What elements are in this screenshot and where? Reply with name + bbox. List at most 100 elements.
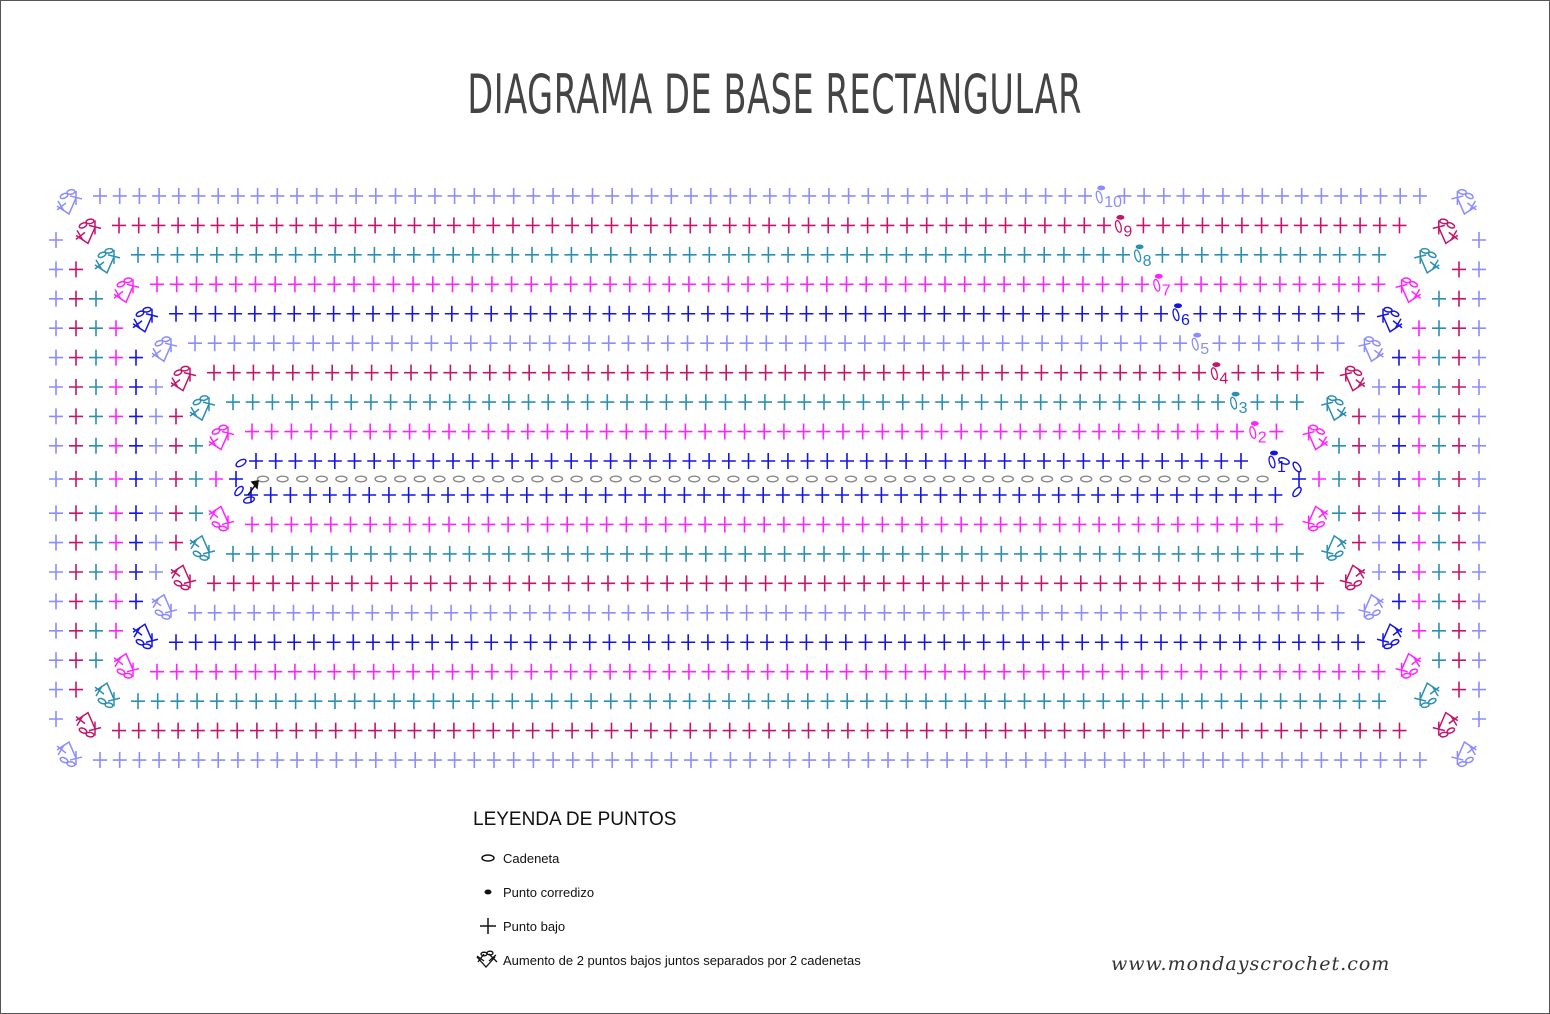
chain-oval-icon bbox=[473, 853, 503, 863]
single-crochet-stitch bbox=[1176, 187, 1191, 204]
single-crochet-stitch bbox=[817, 545, 831, 562]
single-crochet-stitch bbox=[876, 364, 891, 381]
single-crochet-stitch bbox=[657, 487, 672, 503]
single-crochet-stitch bbox=[1037, 693, 1052, 710]
single-crochet-stitch bbox=[1055, 634, 1070, 651]
single-crochet-stitch bbox=[482, 394, 497, 411]
single-crochet-stitch bbox=[1154, 305, 1168, 322]
single-crochet-stitch bbox=[998, 217, 1013, 234]
single-crochet-stitch bbox=[246, 364, 261, 381]
chain-stitch bbox=[123, 672, 133, 679]
single-crochet-stitch bbox=[1032, 487, 1046, 503]
increase-stitch-line bbox=[1307, 505, 1329, 523]
single-crochet-stitch bbox=[1173, 604, 1187, 621]
single-crochet-stitch bbox=[757, 545, 772, 562]
chain-stitch bbox=[844, 475, 858, 483]
single-crochet-stitch bbox=[285, 364, 300, 381]
single-crochet-stitch bbox=[189, 276, 204, 293]
single-crochet-stitch bbox=[481, 423, 496, 440]
single-crochet-stitch bbox=[701, 276, 716, 293]
single-crochet-stitch bbox=[485, 453, 500, 469]
single-crochet-stitch bbox=[1071, 487, 1086, 503]
single-crochet-stitch bbox=[1472, 232, 1486, 248]
single-crochet-stitch bbox=[800, 453, 815, 469]
single-crochet-stitch bbox=[207, 575, 221, 592]
increase-stitch bbox=[1321, 534, 1347, 561]
single-crochet-stitch bbox=[1075, 305, 1090, 322]
chain-stitch bbox=[335, 475, 348, 483]
increase-stitch-line bbox=[1307, 433, 1329, 451]
single-crochet-stitch bbox=[915, 545, 930, 562]
single-crochet-stitch bbox=[49, 505, 63, 522]
single-crochet-stitch bbox=[348, 722, 363, 739]
single-crochet-stitch bbox=[995, 364, 1009, 381]
single-crochet-stitch bbox=[856, 394, 871, 411]
single-crochet-stitch bbox=[1272, 305, 1287, 322]
single-crochet-stitch bbox=[855, 423, 870, 440]
single-crochet-stitch bbox=[1190, 516, 1205, 533]
single-crochet-stitch bbox=[1094, 305, 1109, 322]
chain-stitch bbox=[1346, 365, 1356, 372]
increase-stitch bbox=[1339, 365, 1366, 392]
single-crochet-stitch bbox=[560, 516, 575, 533]
single-crochet-stitch bbox=[1332, 663, 1346, 680]
single-crochet-stitch bbox=[211, 752, 226, 769]
single-crochet-stitch bbox=[795, 487, 810, 503]
increase-stitch-line bbox=[221, 515, 235, 530]
increase-stitch-line bbox=[75, 715, 86, 726]
single-crochet-stitch bbox=[169, 305, 183, 322]
single-crochet-stitch bbox=[1253, 246, 1268, 263]
single-crochet-stitch bbox=[1351, 305, 1365, 322]
single-crochet-stitch bbox=[583, 453, 598, 469]
single-crochet-stitch bbox=[959, 722, 974, 739]
single-crochet-stitch bbox=[541, 575, 556, 592]
single-crochet-stitch bbox=[484, 634, 499, 651]
single-crochet-stitch bbox=[1254, 722, 1269, 739]
single-crochet-stitch bbox=[722, 693, 736, 710]
chain-stitch bbox=[1236, 475, 1250, 483]
single-crochet-stitch bbox=[465, 663, 480, 680]
single-crochet-stitch bbox=[1111, 516, 1126, 533]
single-crochet-stitch bbox=[1330, 335, 1345, 352]
single-crochet-stitch bbox=[775, 487, 790, 503]
single-crochet-stitch bbox=[1192, 604, 1207, 621]
single-crochet-stitch bbox=[760, 276, 775, 293]
single-crochet-stitch bbox=[1151, 516, 1166, 533]
single-crochet-stitch bbox=[465, 246, 480, 263]
single-crochet-stitch bbox=[383, 545, 398, 562]
single-crochet-stitch bbox=[642, 663, 657, 680]
single-crochet-stitch bbox=[876, 394, 891, 411]
single-crochet-stitch bbox=[699, 364, 714, 381]
single-crochet-stitch bbox=[1235, 752, 1250, 769]
single-crochet-stitch bbox=[1270, 394, 1285, 411]
single-crochet-stitch bbox=[288, 453, 303, 469]
single-crochet-stitch bbox=[1432, 320, 1446, 337]
single-crochet-stitch bbox=[895, 423, 910, 440]
single-crochet-stitch bbox=[562, 335, 577, 352]
single-crochet-stitch bbox=[760, 305, 774, 322]
single-crochet-stitch bbox=[723, 187, 738, 204]
increase-stitch-line bbox=[183, 367, 197, 382]
single-crochet-stitch bbox=[579, 516, 594, 533]
single-crochet-stitch bbox=[1038, 187, 1053, 204]
single-crochet-stitch bbox=[540, 516, 555, 533]
increase-stitch-line bbox=[145, 633, 159, 648]
single-crochet-stitch bbox=[520, 423, 535, 440]
single-crochet-stitch bbox=[346, 305, 361, 322]
single-crochet-stitch bbox=[249, 453, 263, 469]
single-crochet-stitch bbox=[915, 394, 930, 411]
single-crochet-stitch bbox=[920, 752, 935, 769]
single-crochet-stitch bbox=[1432, 505, 1446, 522]
single-crochet-stitch bbox=[343, 516, 358, 533]
single-crochet-stitch bbox=[1372, 217, 1387, 234]
single-crochet-stitch bbox=[1211, 394, 1225, 411]
row-number-label: 6 bbox=[1181, 312, 1190, 329]
single-crochet-stitch bbox=[1270, 364, 1285, 381]
single-crochet-stitch bbox=[525, 217, 540, 234]
single-crochet-stitch bbox=[1294, 217, 1308, 234]
single-crochet-stitch bbox=[368, 217, 383, 234]
single-crochet-stitch bbox=[1014, 575, 1029, 592]
single-crochet-stitch bbox=[226, 394, 240, 411]
single-crochet-stitch bbox=[1234, 453, 1248, 469]
single-crochet-stitch bbox=[1252, 634, 1267, 651]
